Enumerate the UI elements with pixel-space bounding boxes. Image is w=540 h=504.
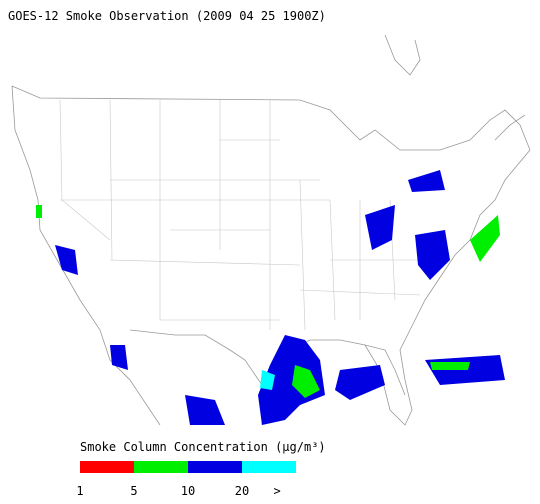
legend-label: 20	[235, 484, 249, 498]
coastline	[11, 85, 531, 426]
legend: 1 5 10 20 >	[76, 461, 296, 498]
canada-east	[384, 34, 526, 141]
florida-peninsula	[364, 344, 406, 396]
map-title: GOES-12 Smoke Observation (2009 04 25 19…	[8, 9, 326, 23]
smoke-blob	[292, 365, 320, 398]
legend-title: Smoke Column Concentration (μg/m³)	[80, 440, 326, 454]
smoke-blob	[110, 345, 128, 370]
legend-label: 1	[76, 484, 83, 498]
smoke-blob	[36, 205, 42, 218]
smoke-blob	[335, 365, 385, 400]
smoke-blob	[408, 170, 445, 192]
smoke-blob	[430, 362, 470, 370]
legend-swatch	[80, 461, 134, 473]
smoke-blob	[185, 395, 225, 425]
legend-swatch	[242, 461, 296, 473]
legend-label: 10	[181, 484, 195, 498]
smoke-blob	[470, 215, 500, 262]
smoke-blob	[260, 370, 275, 390]
smoke-blob	[258, 335, 325, 425]
smoke-blob	[365, 205, 395, 250]
state-lines	[59, 99, 421, 331]
legend-swatch	[188, 461, 242, 473]
smoke-blob	[55, 245, 78, 275]
smoke-blob	[415, 230, 450, 280]
legend-swatch	[134, 461, 188, 473]
legend-label: >	[273, 484, 280, 498]
legend-label: 5	[130, 484, 137, 498]
smoke-areas	[36, 170, 505, 425]
map-outlines	[11, 34, 531, 426]
